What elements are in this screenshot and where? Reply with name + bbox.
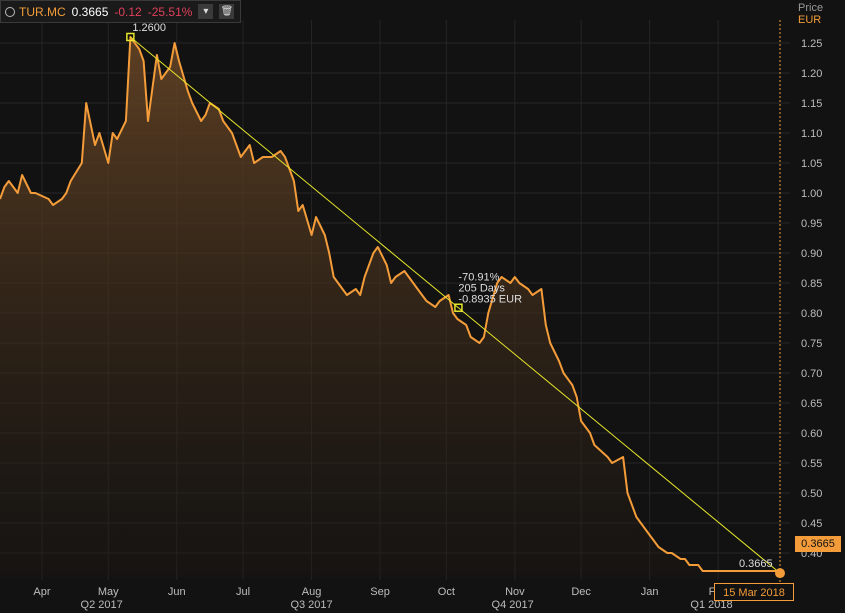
y-tick-label: 0.80 xyxy=(801,308,822,320)
x-month-label: May xyxy=(98,586,119,598)
measure-diff-label: -0.8935 EUR xyxy=(458,294,522,306)
series-change: -0.12 xyxy=(114,4,142,19)
measure-start-label: 1.2600 xyxy=(132,22,166,34)
measure-start-handle[interactable] xyxy=(126,32,135,42)
series-symbol: TUR.MC xyxy=(19,4,66,19)
x-month-label: Aug xyxy=(302,586,322,598)
x-month-label: Jun xyxy=(168,586,186,598)
price-axis-title: Price xyxy=(798,2,824,14)
chevron-down-icon[interactable]: ▾ xyxy=(198,4,214,19)
price-axis-unit: EUR xyxy=(798,14,822,26)
x-quarter-label: Q1 2018 xyxy=(690,599,732,611)
clock-icon xyxy=(5,6,15,17)
x-month-label: Oct xyxy=(438,586,455,598)
price-line xyxy=(0,36,781,574)
x-month-label: Dec xyxy=(571,586,591,598)
measure-end-label: 0.3665 xyxy=(739,558,773,570)
y-tick-label: 0.75 xyxy=(801,338,822,350)
series-change-pct: -25.51% xyxy=(147,4,193,19)
y-tick-label: 0.55 xyxy=(801,458,822,470)
price-axis-header: Price EUR xyxy=(798,2,823,26)
y-tick-label: 0.95 xyxy=(801,218,822,230)
price-area xyxy=(0,37,780,578)
y-tick-label: 0.65 xyxy=(801,398,822,410)
x-month-label: Jul xyxy=(236,586,250,598)
y-tick-label: 0.85 xyxy=(801,278,822,290)
y-tick-label: 0.70 xyxy=(801,368,822,380)
x-month-label: Apr xyxy=(33,586,50,598)
x-month-label: Jan xyxy=(641,586,659,598)
last-point-marker[interactable] xyxy=(775,568,785,579)
measure-pct-label: -70.91% xyxy=(458,272,499,284)
last-price-tag: 0.3665 xyxy=(795,536,841,552)
x-quarter-label: Q4 2017 xyxy=(492,599,534,611)
crosshair-date-tag: 15 Mar 2018 xyxy=(714,583,794,601)
y-tick-label: 0.45 xyxy=(801,518,822,530)
y-tick-label: 1.20 xyxy=(801,68,822,80)
y-tick-label: 1.05 xyxy=(801,158,822,170)
y-tick-label: 1.15 xyxy=(801,98,822,110)
y-tick-label: 1.25 xyxy=(801,38,822,50)
trash-icon[interactable]: 🗑 xyxy=(219,4,235,19)
measure-days-label: 205 Days xyxy=(458,283,505,295)
y-tick-label: 0.60 xyxy=(801,428,822,440)
x-quarter-label: Q2 2017 xyxy=(81,599,123,611)
x-month-label: Nov xyxy=(505,586,525,598)
measure-mid-handle[interactable] xyxy=(454,303,463,312)
y-tick-label: 1.00 xyxy=(801,188,822,200)
y-tick-label: 0.90 xyxy=(801,248,822,260)
y-tick-label: 1.10 xyxy=(801,128,822,140)
x-quarter-label: Q3 2017 xyxy=(290,599,332,611)
x-month-label: Sep xyxy=(370,586,390,598)
series-last-price: 0.3665 xyxy=(71,4,109,19)
series-legend[interactable]: TUR.MC 0.3665 -0.12 -25.51% ▾ 🗑 xyxy=(0,0,242,23)
y-tick-label: 0.50 xyxy=(801,488,822,500)
